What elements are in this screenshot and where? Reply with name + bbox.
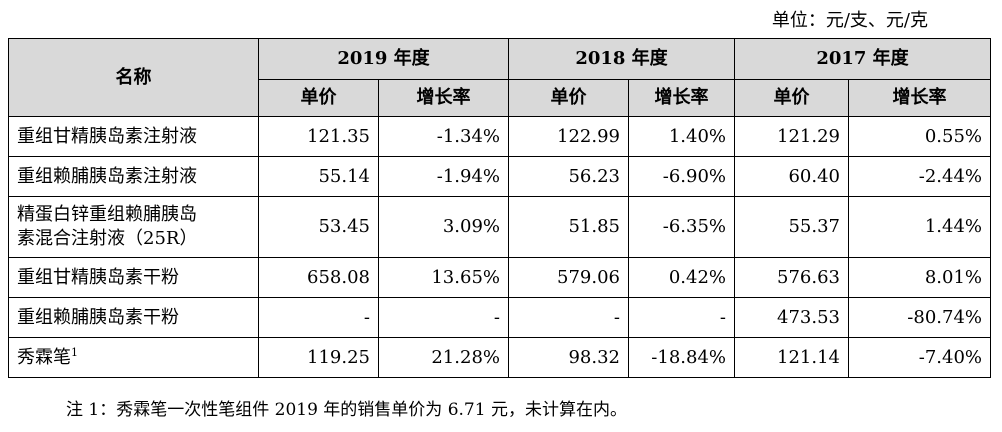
cell-value: 1.44% (848, 196, 991, 258)
cell-value: 53.45 (258, 196, 379, 258)
cell-value: 60.40 (734, 156, 849, 197)
row-name-line2: 素混合注射液（25R） (17, 228, 198, 249)
cell-value: 55.14 (258, 156, 379, 197)
cell-value: 658.08 (258, 257, 379, 298)
header-unit-price-2019: 单价 (258, 79, 379, 117)
table-row: 重组赖脯胰岛素干粉 - - - - 473.53 -80.74% (8, 297, 991, 338)
row-name: 秀霖笔1 (8, 337, 259, 378)
price-table: 名称 2019 年度 2018 年度 2017 年度 单价 增长率 单价 增长率… (8, 38, 991, 378)
cell-value: 119.25 (258, 337, 379, 378)
cell-value: 0.42% (628, 257, 735, 298)
cell-value: -6.90% (628, 156, 735, 197)
cell-value: 121.14 (734, 337, 849, 378)
cell-value: - (628, 297, 735, 338)
cell-value: 8.01% (848, 257, 991, 298)
header-row-years: 名称 2019 年度 2018 年度 2017 年度 (8, 38, 991, 117)
row-name: 重组甘精胰岛素干粉 (8, 257, 259, 298)
row-name: 重组甘精胰岛素注射液 (8, 116, 259, 157)
cell-value: -1.34% (378, 116, 509, 157)
cell-value: 56.23 (508, 156, 629, 197)
cell-value: -80.74% (848, 297, 991, 338)
header-year-2017: 2017 年度 (734, 38, 991, 80)
header-unit-price-2018: 单价 (508, 79, 629, 117)
cell-value: 576.63 (734, 257, 849, 298)
row-name-text: 秀霖笔 (17, 346, 71, 368)
header-row-metrics: 单价 增长率 单价 增长率 单价 增长率 (9, 79, 991, 117)
header-growth-rate-2019: 增长率 (378, 79, 509, 117)
cell-value: 121.35 (258, 116, 379, 157)
cell-value: -1.94% (378, 156, 509, 197)
table-row: 重组甘精胰岛素注射液 121.35 -1.34% 122.99 1.40% 12… (8, 116, 991, 157)
cell-value: -6.35% (628, 196, 735, 258)
cell-value: 1.40% (628, 116, 735, 157)
table-row: 秀霖笔1 119.25 21.28% 98.32 -18.84% 121.14 … (8, 337, 991, 378)
header-year-2018: 2018 年度 (508, 38, 735, 80)
header-growth-rate-2018: 增长率 (628, 79, 735, 117)
unit-label: 单位：元/支、元/克 (771, 10, 928, 31)
footnote-marker: 1 (71, 345, 78, 359)
cell-value: 579.06 (508, 257, 629, 298)
cell-value: - (378, 297, 509, 338)
cell-value: 13.65% (378, 257, 509, 298)
footnote: 注 1：秀霖笔一次性笔组件 2019 年的销售单价为 6.71 元，未计算在内。 (66, 400, 627, 420)
header-name: 名称 (8, 38, 259, 117)
row-name: 重组赖脯胰岛素干粉 (8, 297, 259, 338)
cell-value: 122.99 (508, 116, 629, 157)
header-unit-price-2017: 单价 (734, 79, 849, 117)
cell-value: -2.44% (848, 156, 991, 197)
table-row: 重组甘精胰岛素干粉 658.08 13.65% 579.06 0.42% 576… (8, 257, 991, 298)
cell-value: - (258, 297, 379, 338)
cell-value: 55.37 (734, 196, 849, 258)
header-year-2019: 2019 年度 (258, 38, 509, 80)
cell-value: 21.28% (378, 337, 509, 378)
cell-value: -18.84% (628, 337, 735, 378)
cell-value: 0.55% (848, 116, 991, 157)
cell-value: -7.40% (848, 337, 991, 378)
row-name: 重组赖脯胰岛素注射液 (8, 156, 259, 197)
cell-value: 121.29 (734, 116, 849, 157)
cell-value: 51.85 (508, 196, 629, 258)
cell-value: - (508, 297, 629, 338)
row-name-line1: 精蛋白锌重组赖脯胰岛 (17, 204, 197, 225)
table-row: 重组赖脯胰岛素注射液 55.14 -1.94% 56.23 -6.90% 60.… (8, 156, 991, 197)
cell-value: 98.32 (508, 337, 629, 378)
row-name: 精蛋白锌重组赖脯胰岛 素混合注射液（25R） (8, 196, 259, 258)
cell-value: 473.53 (734, 297, 849, 338)
header-growth-rate-2017: 增长率 (848, 79, 991, 117)
cell-value: 3.09% (378, 196, 509, 258)
table-row: 精蛋白锌重组赖脯胰岛 素混合注射液（25R） 53.45 3.09% 51.85 … (8, 196, 991, 258)
